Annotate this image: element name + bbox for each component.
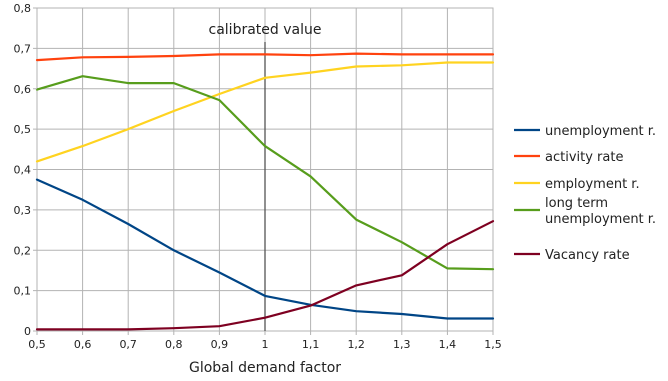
series-line-1	[35, 178, 495, 320]
y-tick-label: 0,5	[14, 123, 32, 136]
legend-label: Vacancy rate	[545, 248, 630, 263]
calibrated-value-marker: calibrated value	[209, 22, 322, 331]
y-tick-label: 0,2	[14, 244, 32, 257]
series-line-3	[35, 61, 495, 163]
series-line-4	[35, 75, 495, 271]
legend-label: activity rate	[545, 150, 623, 165]
series-line-2	[35, 52, 495, 62]
x-tick-label: 0,7	[119, 338, 137, 351]
x-tick-label: 1	[262, 338, 269, 351]
x-axis-label: Global demand factor	[189, 360, 341, 376]
x-tick-label: 0,5	[28, 338, 46, 351]
legend-label: unemployment r.	[545, 124, 656, 139]
y-tick-label: 0,3	[14, 204, 32, 217]
x-tick-label: 0,6	[74, 338, 92, 351]
y-tick-label: 0	[24, 325, 31, 338]
y-tick-label: 0,4	[14, 164, 32, 177]
calibrated-value-label: calibrated value	[209, 22, 322, 38]
x-axis-ticks: 0,5 0,6 0,7 0,8 0,9 1 1,1 1,2 1,3 1,4 1,5	[28, 331, 502, 351]
x-tick-label: 1,1	[302, 338, 320, 351]
series-group	[35, 52, 495, 331]
y-tick-label: 0,1	[14, 285, 32, 298]
x-tick-label: 0,9	[211, 338, 229, 351]
legend-item: long term unemployment r.	[514, 196, 656, 227]
y-tick-label: 0,8	[14, 2, 32, 15]
y-tick-label: 0,7	[14, 42, 32, 55]
legend-item: employment r.	[514, 177, 640, 192]
x-tick-label: 1,3	[393, 338, 411, 351]
legend-label: employment r.	[545, 177, 640, 192]
legend-label: long term unemployment r.	[545, 196, 656, 227]
legend-item: Vacancy rate	[514, 248, 630, 263]
legend-item: activity rate	[514, 150, 623, 165]
x-tick-label: 1,5	[484, 338, 502, 351]
y-tick-label: 0,6	[14, 83, 32, 96]
series-line-5	[35, 220, 495, 331]
y-axis-ticks: 0 0,1 0,2 0,3 0,4 0,5 0,6 0,7 0,8	[14, 2, 37, 338]
x-tick-label: 1,4	[439, 338, 457, 351]
legend: unemployment r. activity rate employment r…	[514, 124, 656, 263]
legend-item: unemployment r.	[514, 124, 656, 139]
x-tick-label: 1,2	[347, 338, 365, 351]
x-tick-label: 0,8	[165, 338, 183, 351]
